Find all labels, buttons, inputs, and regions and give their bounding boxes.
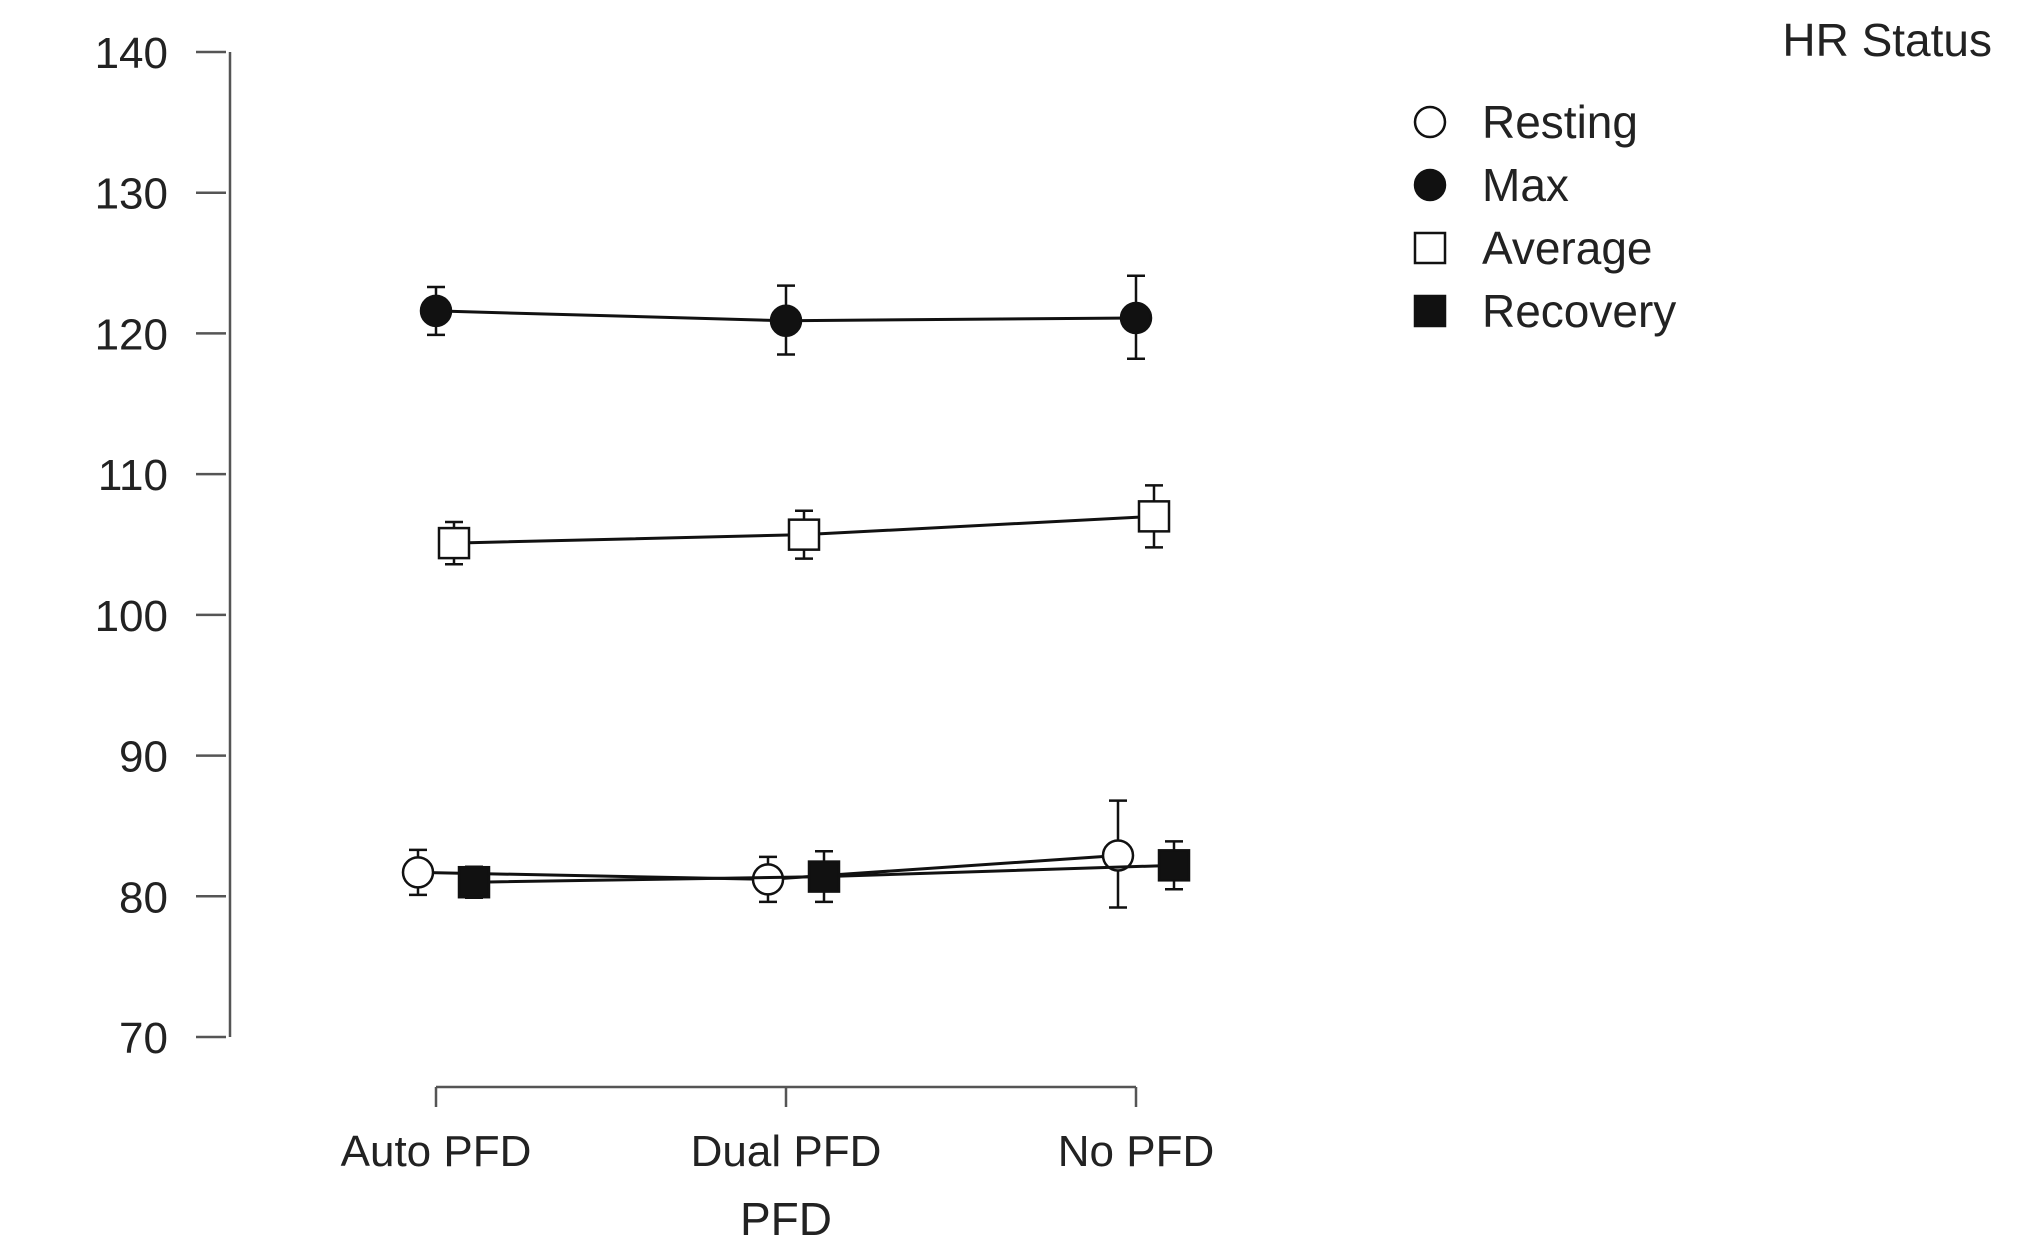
y-tick-label: 70 [119, 1014, 168, 1063]
data-point [1137, 500, 1171, 533]
data-point [807, 860, 841, 893]
data-point [401, 856, 435, 889]
y-tick-label: 100 [95, 592, 168, 641]
data-point [751, 863, 785, 896]
legend-title: HR Status [1782, 14, 1992, 66]
legend-label: Recovery [1482, 285, 1676, 337]
legend-item-recovery: Recovery [1413, 285, 1676, 337]
x-tick-label: No PFD [1058, 1127, 1214, 1176]
legend-marker [1413, 168, 1447, 202]
data-point [1119, 301, 1153, 335]
x-axis-title: PFD [740, 1193, 832, 1245]
y-tick-label: 140 [95, 29, 168, 78]
data-point [419, 294, 453, 328]
y-axis: 70 80 90 100 110 120 130 140 [95, 29, 232, 1063]
legend-label: Resting [1482, 96, 1638, 148]
y-tick-label: 130 [95, 170, 168, 219]
legend: HR Status Resting Max Average Recovery [1413, 14, 1992, 337]
y-tick-label: 80 [119, 873, 168, 922]
data-point [437, 526, 471, 560]
series-layer [401, 274, 1191, 909]
legend-marker [1413, 294, 1447, 328]
data-point [769, 304, 803, 338]
series-average [437, 484, 1171, 566]
legend-marker [1413, 231, 1447, 265]
legend-item-average: Average [1413, 222, 1653, 274]
legend-marker [1413, 105, 1447, 139]
legend-item-max: Max [1413, 159, 1569, 211]
y-tick-label: 120 [95, 310, 168, 359]
y-tick-label: 110 [98, 451, 168, 500]
legend-label: Average [1482, 222, 1653, 274]
y-tick-label: 90 [119, 733, 168, 782]
x-tick-label: Dual PFD [691, 1127, 882, 1176]
series-recovery [457, 840, 1191, 904]
x-tick-label: Auto PFD [341, 1127, 532, 1176]
x-axis: Auto PFD Dual PFD No PFD [341, 1085, 1214, 1176]
legend-label: Max [1482, 159, 1569, 211]
data-point [457, 865, 491, 899]
data-point [787, 518, 821, 551]
data-point [1101, 839, 1135, 872]
data-point [1157, 849, 1191, 882]
legend-item-resting: Resting [1413, 96, 1638, 148]
series-resting [401, 799, 1135, 909]
series-max [419, 274, 1153, 361]
